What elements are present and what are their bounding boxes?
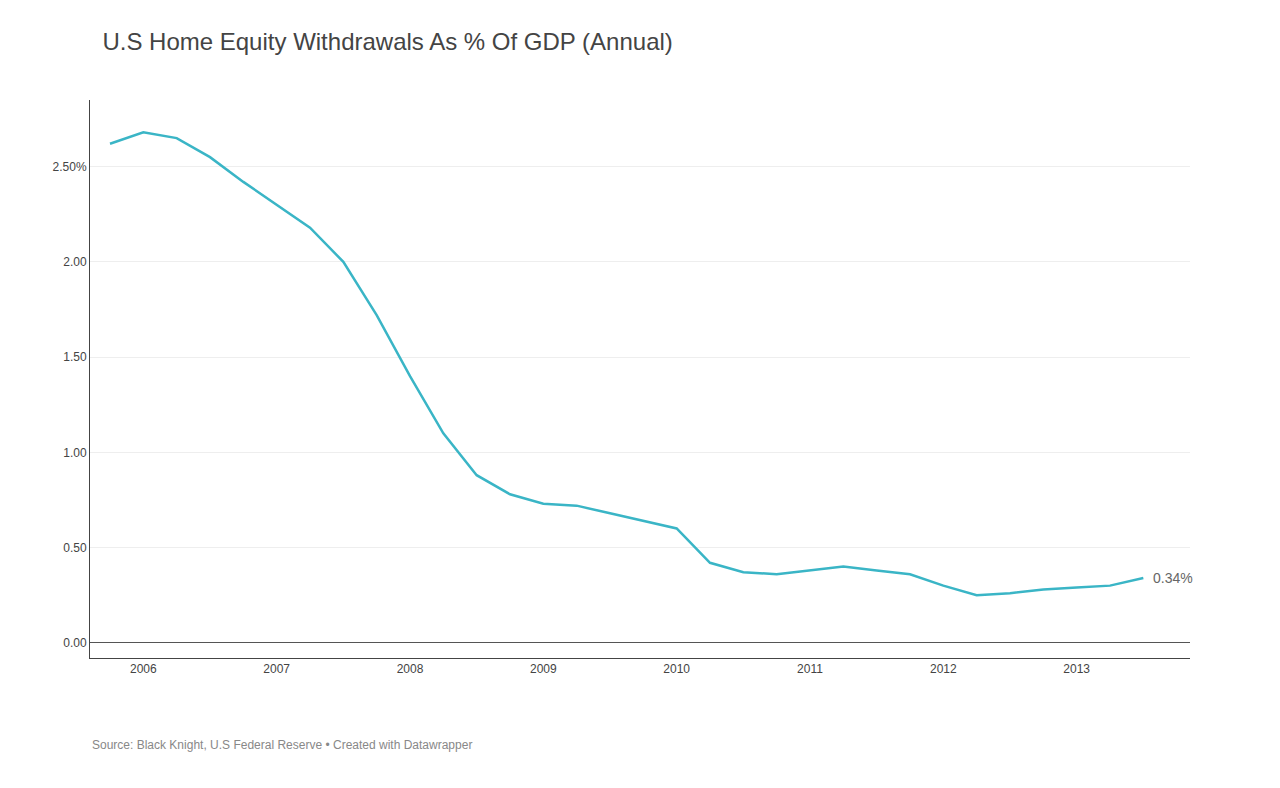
svg-text:2008: 2008: [397, 662, 424, 676]
svg-text:2010: 2010: [663, 662, 690, 676]
svg-text:0.00: 0.00: [63, 636, 87, 650]
svg-text:Source: Black Knight, U.S Fede: Source: Black Knight, U.S Federal Reserv…: [92, 738, 472, 752]
svg-text:2012: 2012: [930, 662, 957, 676]
svg-text:2.00: 2.00: [63, 255, 87, 269]
svg-text:U.S Home Equity Withdrawals As: U.S Home Equity Withdrawals As % Of GDP …: [102, 28, 672, 55]
svg-text:2.50%: 2.50%: [53, 160, 87, 174]
svg-text:2007: 2007: [263, 662, 290, 676]
svg-text:1.00: 1.00: [63, 446, 87, 460]
svg-text:2009: 2009: [530, 662, 557, 676]
svg-text:1.50: 1.50: [63, 350, 87, 364]
svg-text:2011: 2011: [797, 662, 823, 676]
svg-text:2013: 2013: [1063, 662, 1090, 676]
svg-text:2006: 2006: [130, 662, 157, 676]
svg-text:0.34%: 0.34%: [1153, 570, 1193, 586]
svg-text:0.50: 0.50: [63, 541, 87, 555]
